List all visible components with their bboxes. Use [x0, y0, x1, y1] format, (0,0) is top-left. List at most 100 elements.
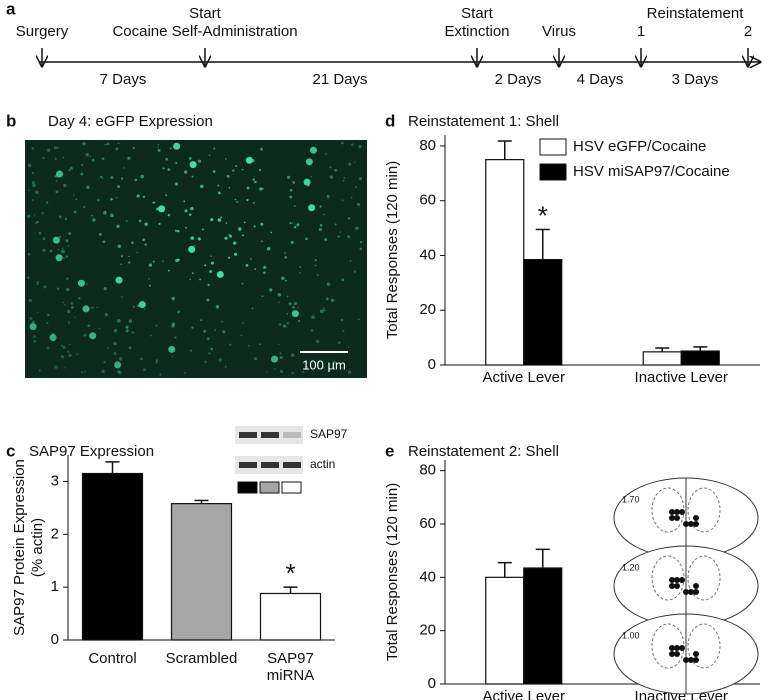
cell — [228, 233, 231, 236]
cell — [42, 237, 46, 241]
cell — [68, 354, 72, 358]
timeline-label: 1 — [637, 23, 645, 40]
cell — [305, 366, 309, 370]
cell — [341, 367, 344, 369]
cell — [210, 218, 214, 222]
cell — [330, 298, 335, 303]
cell — [110, 176, 114, 179]
cell — [211, 348, 214, 351]
cell — [293, 225, 297, 229]
cell — [60, 355, 64, 359]
cell — [291, 310, 299, 318]
cell — [318, 228, 322, 232]
cell — [184, 209, 188, 213]
cell — [322, 307, 325, 310]
cell — [319, 224, 323, 227]
cell — [131, 331, 135, 334]
cell — [293, 205, 296, 208]
cell — [253, 225, 256, 228]
panel-label: b — [6, 111, 16, 130]
cell — [225, 157, 227, 160]
cell — [302, 370, 305, 374]
timeline-label: Virus — [542, 23, 576, 40]
cell — [217, 218, 222, 222]
cell — [174, 336, 177, 339]
cell — [55, 190, 59, 194]
injection-site — [669, 509, 675, 515]
injection-site — [674, 583, 680, 589]
y-axis-label: Total Responses (120 min) — [384, 161, 401, 339]
cell — [208, 352, 211, 355]
cell — [215, 305, 220, 309]
cell — [96, 306, 98, 309]
cell — [200, 319, 203, 322]
y-tick-label: 40 — [419, 246, 436, 263]
cell — [173, 142, 181, 150]
cell — [65, 239, 69, 243]
legend-label: HSV miSAP97/Cocaine — [573, 163, 730, 180]
cell — [204, 264, 207, 267]
cell — [144, 243, 147, 246]
cell — [67, 245, 70, 247]
cell — [115, 276, 123, 284]
cell — [115, 147, 119, 151]
cell — [177, 311, 180, 314]
cell — [67, 350, 70, 353]
cell — [177, 229, 180, 233]
cell — [286, 313, 289, 315]
cell — [253, 202, 255, 204]
cell — [206, 298, 210, 302]
cell — [144, 308, 146, 310]
y-tick-label: 0 — [428, 675, 436, 692]
cell — [241, 282, 244, 285]
cell — [131, 241, 134, 245]
cell — [167, 168, 171, 172]
cell — [37, 311, 39, 314]
duration-label: 21 Days — [312, 71, 367, 88]
micrograph — [25, 140, 367, 378]
cell — [75, 198, 78, 201]
cell — [101, 177, 104, 180]
cell — [138, 301, 146, 309]
cell — [323, 213, 325, 216]
cell — [33, 339, 37, 343]
cell — [359, 177, 363, 181]
cell — [287, 175, 291, 179]
cell — [83, 205, 86, 208]
bar — [523, 258, 563, 366]
cell — [277, 293, 282, 297]
cell — [340, 318, 344, 322]
cell — [97, 199, 100, 202]
cell — [69, 166, 73, 170]
y-axis-label: SAP97 Protein Expression — [11, 459, 28, 636]
cell — [191, 272, 194, 274]
cell — [189, 213, 192, 216]
cell — [347, 370, 352, 374]
cell — [232, 169, 235, 172]
cell — [188, 157, 192, 160]
cell — [120, 177, 124, 180]
cell — [82, 142, 85, 144]
cell — [152, 260, 155, 263]
section-level: 1.00 — [622, 630, 640, 640]
cell — [73, 210, 77, 214]
cell — [140, 357, 143, 361]
cell — [229, 343, 232, 346]
cell — [171, 296, 175, 301]
cell — [120, 255, 123, 258]
cell — [235, 165, 238, 168]
cell — [357, 318, 360, 321]
y-tick-label: 2 — [51, 525, 59, 542]
cell — [279, 355, 283, 360]
cell — [42, 156, 45, 160]
cell — [46, 148, 51, 152]
x-tick-label: Inactive Lever — [635, 369, 728, 386]
injection-site — [674, 651, 680, 657]
timeline-label: Start — [461, 5, 494, 22]
y-tick-label: 20 — [419, 301, 436, 318]
cell — [91, 158, 95, 162]
cell — [189, 278, 191, 281]
cell — [197, 159, 202, 163]
injection-site — [674, 509, 680, 515]
